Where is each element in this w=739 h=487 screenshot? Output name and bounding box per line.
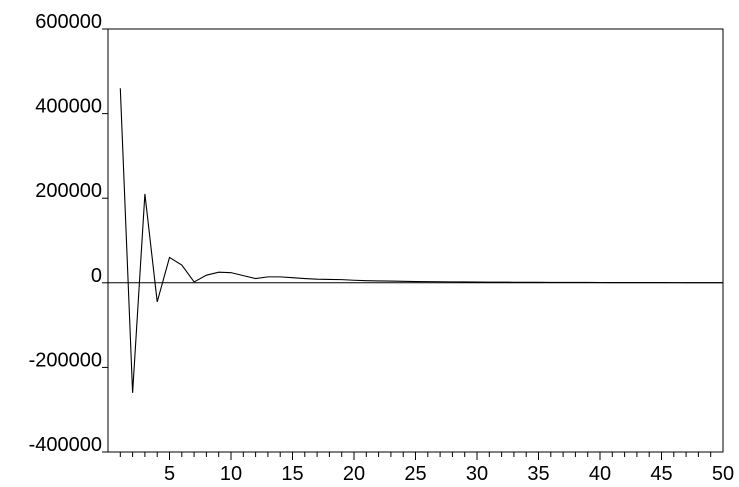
x-tick-label: 40 [589,463,611,485]
axes [107,28,724,453]
y-tick-label: -400000 [29,434,102,456]
x-tick-label: 25 [404,463,426,485]
y-tick-label: 0 [91,265,102,287]
x-tick-label: 50 [712,463,734,485]
x-tick-label: 35 [527,463,549,485]
x-tick-label: 20 [343,463,365,485]
plot-frame [107,28,724,453]
y-tick-label: 200000 [35,180,102,202]
series-line [119,88,724,393]
y-tick-label: 400000 [35,96,102,118]
x-tick-label: 5 [164,463,175,485]
x-tick-label: 10 [220,463,242,485]
x-tick-label: 45 [650,463,672,485]
tick-labels: 600000 400000 200000 0 -200000 -400000 5 10 15 20… [29,11,735,485]
y-tick-label: 600000 [35,11,102,33]
series-layer [119,88,724,393]
ticks [102,28,712,460]
x-tick-label: 30 [466,463,488,485]
y-tick-label: -200000 [29,349,102,371]
x-tick-label: 15 [281,463,303,485]
